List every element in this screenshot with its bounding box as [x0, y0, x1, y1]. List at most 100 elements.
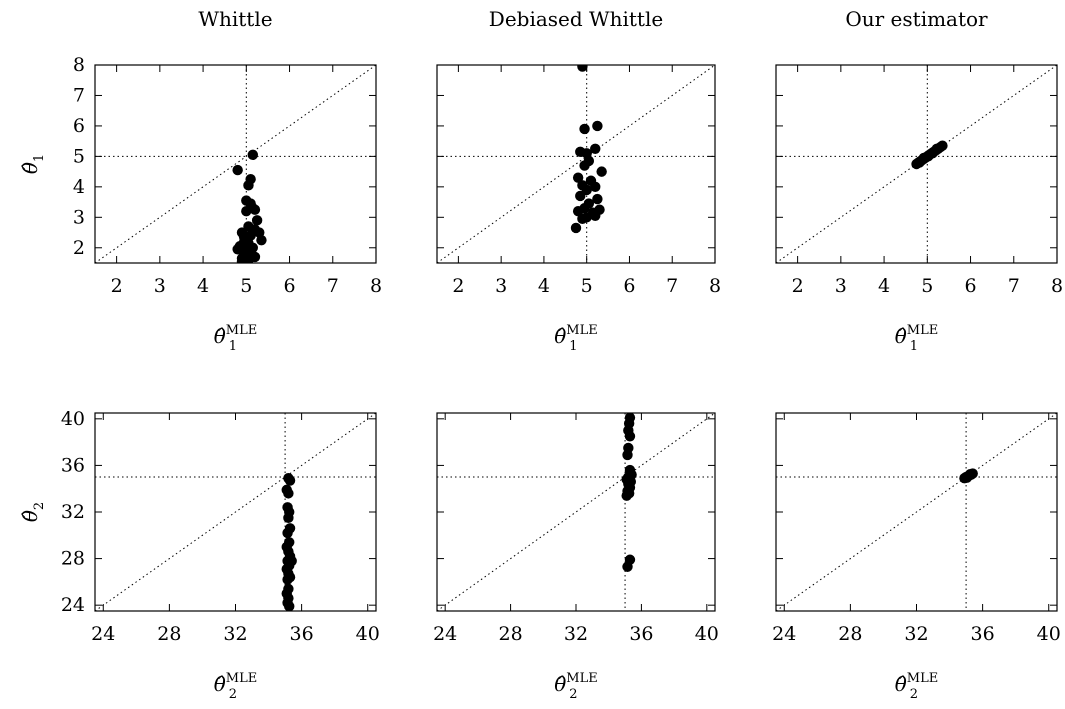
x-axis-label: θ̂MLE 1 [554, 323, 597, 354]
x-tick-label: 4 [197, 275, 209, 297]
x-axis-label-sup: MLE [907, 323, 938, 338]
data-point [592, 120, 603, 132]
x-axis-label: θ̂MLE 2 [554, 671, 597, 702]
x-axis-label-sub: 1 [569, 339, 577, 354]
x-axis-label-sup: MLE [226, 323, 257, 338]
x-tick-label: 4 [878, 275, 890, 297]
x-axis-label-base: θ̂ [554, 672, 566, 696]
y-tick-label: 2 [73, 237, 85, 259]
x-tick-label: 36 [290, 623, 314, 645]
x-axis-label-base: θ̂ [214, 324, 226, 348]
data-point [592, 193, 603, 205]
x-axis-label-sub: 2 [910, 687, 918, 702]
data-point [241, 206, 252, 217]
x-tick-label: 8 [1051, 275, 1063, 297]
panel-2: 2 3 4 5 6 7 8 Debiased Whittle θ̂MLE 1 [436, 7, 721, 354]
diagonal-reference-line [437, 65, 715, 263]
data-point [245, 242, 256, 253]
y-axis-label-base: θ̂ [18, 510, 42, 522]
x-axis-label-sub: 1 [910, 339, 918, 354]
data-point [236, 256, 248, 263]
data-point [283, 488, 294, 499]
x-axis-label-base: θ̂ [895, 324, 907, 348]
x-tick-label: 28 [838, 623, 862, 645]
x-tick-label: 32 [223, 623, 247, 645]
plot-frame [436, 64, 716, 264]
x-tick-label: 6 [623, 275, 635, 297]
data-point [579, 123, 590, 135]
data-point [232, 164, 243, 176]
y-tick-label: 4 [73, 176, 85, 198]
diagonal-reference-line [95, 65, 376, 263]
data-point [572, 172, 584, 183]
data-point [572, 206, 584, 217]
x-tick-label: 4 [538, 275, 550, 297]
panel-3: 2 3 4 5 6 7 8 Our estimator θ̂MLE 1 [775, 7, 1063, 354]
x-tick-label: 3 [154, 275, 166, 297]
diagonal-reference-line [95, 413, 376, 611]
x-tick-label: 40 [1037, 623, 1061, 645]
data-point [622, 561, 633, 572]
data-point [590, 143, 601, 154]
data-point [577, 65, 588, 72]
panel-plot-area [776, 65, 1057, 263]
x-tick-label: 40 [695, 623, 719, 645]
x-axis-label-base: θ̂ [214, 672, 226, 696]
x-tick-label: 5 [921, 275, 933, 297]
x-tick-label: 32 [904, 623, 928, 645]
x-axis-label-sub: 2 [569, 687, 577, 702]
x-tick-label: 36 [629, 623, 653, 645]
panel-plot-area [95, 413, 376, 611]
y-tick-label: 40 [61, 408, 85, 430]
y-tick-label: 6 [73, 115, 85, 137]
panel-5: 24 28 32 36 40 θ̂MLE 2 [433, 412, 719, 702]
x-tick-label: 24 [433, 623, 457, 645]
y-tick-label: 8 [73, 54, 85, 76]
y-tick-label: 32 [61, 501, 85, 523]
y-tick-label: 5 [73, 145, 85, 167]
data-point [621, 490, 632, 501]
x-tick-label: 32 [564, 623, 588, 645]
y-axis-label-sub: 2 [32, 502, 47, 510]
x-tick-label: 36 [971, 623, 995, 645]
x-axis-label-base: θ̂ [554, 324, 566, 348]
data-point [243, 180, 254, 191]
data-point [251, 215, 263, 226]
data-point [256, 234, 267, 246]
y-axis-label-base: θ̂ [18, 162, 42, 174]
x-tick-label: 3 [495, 275, 507, 297]
x-tick-label: 24 [772, 623, 796, 645]
data-point [282, 527, 293, 539]
x-tick-label: 24 [91, 623, 115, 645]
data-point [247, 149, 258, 161]
y-tick-label: 36 [61, 454, 85, 476]
x-tick-label: 28 [157, 623, 181, 645]
x-tick-label: 2 [111, 275, 123, 297]
x-tick-label: 28 [498, 623, 522, 645]
x-axis-label-sub: 2 [229, 687, 237, 702]
x-axis-label: θ̂MLE 1 [214, 323, 257, 354]
panel-plot-area [95, 65, 376, 263]
data-point [590, 181, 601, 193]
data-point [283, 512, 294, 524]
x-tick-label: 7 [327, 275, 339, 297]
data-point [249, 204, 261, 215]
data-point [284, 601, 295, 611]
data-point [284, 475, 296, 486]
y-tick-label: 28 [61, 548, 85, 570]
x-axis-label: θ̂MLE 2 [895, 671, 938, 702]
x-axis-label-sup: MLE [907, 671, 938, 686]
x-tick-label: 7 [666, 275, 678, 297]
diagonal-reference-line [776, 413, 1057, 611]
x-tick-label: 7 [1008, 275, 1020, 297]
data-point [579, 160, 590, 171]
x-tick-label: 5 [240, 275, 252, 297]
plot-frame [94, 64, 377, 264]
x-tick-label: 40 [356, 623, 380, 645]
data-point [238, 231, 250, 243]
panel-plot-area [776, 413, 1057, 611]
x-tick-label: 2 [792, 275, 804, 297]
